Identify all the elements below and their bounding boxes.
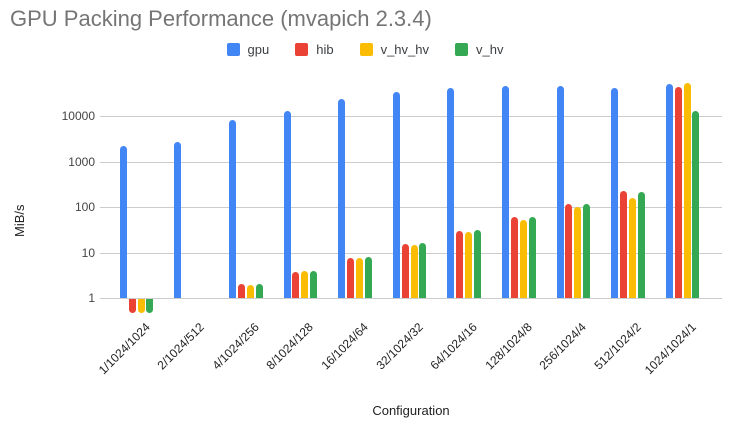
bar-v_hv_hv[interactable] — [355, 258, 363, 298]
bar-hib[interactable] — [456, 230, 464, 298]
legend-swatch-icon — [455, 43, 468, 56]
bar-v_hv_hv[interactable] — [628, 197, 636, 298]
bar-hib[interactable] — [401, 243, 409, 298]
bar-v_hv_hv[interactable] — [465, 231, 473, 298]
y-tick-label: 10 — [81, 245, 95, 260]
bar-gpu[interactable] — [611, 87, 619, 298]
legend-swatch-icon — [226, 43, 240, 56]
bar-hib[interactable] — [565, 203, 573, 298]
bar-gpu[interactable] — [174, 142, 182, 298]
bar-v_hv[interactable] — [255, 284, 263, 298]
legend-item-hib: hib — [295, 42, 334, 57]
bar-gpu[interactable] — [229, 120, 236, 298]
gridline — [100, 161, 722, 163]
gridline — [100, 298, 722, 299]
bar-hib[interactable] — [347, 258, 354, 298]
legend-label: v_hv — [476, 42, 504, 57]
legend: gpu hib v_hv_hv v_hv — [0, 42, 730, 57]
gridline — [100, 116, 722, 118]
bar-v_hv[interactable] — [474, 230, 481, 298]
bar-v_hv[interactable] — [310, 270, 318, 298]
bar-gpu[interactable] — [283, 111, 291, 298]
legend-item-v_hv: v_hv — [455, 42, 503, 57]
bar-hib[interactable] — [620, 190, 627, 298]
bar-v_hv[interactable] — [364, 257, 372, 298]
legend-swatch-icon — [295, 43, 309, 56]
legend-label: gpu — [247, 42, 270, 57]
bar-hib[interactable] — [674, 87, 682, 298]
bar-v_hv[interactable] — [637, 191, 645, 298]
bar-gpu[interactable] — [556, 86, 564, 298]
bar-v_hv[interactable] — [419, 243, 427, 298]
bar-gpu[interactable] — [119, 146, 127, 298]
bar-v_hv[interactable] — [692, 111, 700, 298]
bar-v_hv_hv[interactable] — [519, 220, 527, 298]
bar-gpu[interactable] — [338, 99, 346, 298]
bar-hib[interactable] — [128, 299, 136, 313]
bar-v_hv_hv[interactable] — [574, 207, 582, 298]
y-tick-label: 10000 — [61, 109, 95, 124]
bar-v_hv_hv[interactable] — [246, 285, 254, 298]
chart-title: GPU Packing Performance (mvapich 2.3.4) — [10, 6, 432, 31]
gridline — [100, 207, 722, 209]
x-axis-title: Configuration — [372, 403, 450, 418]
legend-item-gpu: gpu — [226, 42, 270, 57]
bar-gpu[interactable] — [392, 91, 400, 298]
bar-v_hv[interactable] — [583, 203, 591, 298]
legend-label: v_hv_hv — [380, 42, 429, 57]
bar-hib[interactable] — [510, 217, 518, 298]
y-tick-label: 1 — [88, 291, 95, 305]
legend-item-v_hv_hv: v_hv_hv — [359, 42, 429, 57]
bar-gpu[interactable] — [665, 83, 673, 298]
y-tick-label: 100 — [74, 200, 95, 215]
bar-v_hv_hv[interactable] — [410, 245, 418, 298]
legend-swatch-icon — [359, 43, 373, 56]
bar-v_hv_hv[interactable] — [301, 271, 309, 298]
bar-v_hv_hv[interactable] — [683, 82, 691, 298]
bar-hib[interactable] — [237, 284, 245, 298]
y-axis-title: MiB/s — [12, 204, 27, 238]
legend-label: hib — [316, 42, 334, 57]
bar-gpu[interactable] — [502, 86, 509, 298]
bar-v_hv_hv[interactable] — [137, 299, 145, 313]
bar-v_hv[interactable] — [528, 216, 536, 298]
bar-hib[interactable] — [292, 271, 300, 298]
y-tick-label: 1000 — [68, 154, 95, 169]
bar-gpu[interactable] — [447, 88, 455, 298]
bar-v_hv[interactable] — [146, 299, 154, 313]
